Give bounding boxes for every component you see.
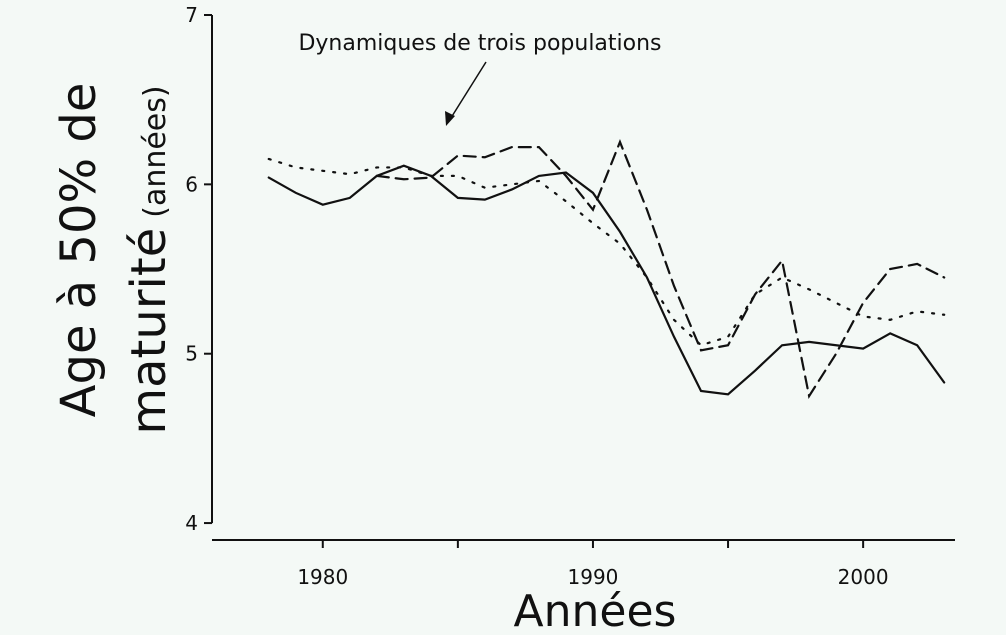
x-tick-label: 1980 <box>297 565 348 589</box>
y-tick-label: 7 <box>185 3 198 27</box>
y-tick-label: 4 <box>185 511 198 535</box>
x-axis-label: Années <box>514 586 677 635</box>
x-tick-label: 2000 <box>838 565 889 589</box>
chart: Dynamiques de trois populations Années A… <box>0 0 1006 635</box>
y-axis-label-part: maturité <box>121 228 177 435</box>
x-tick-label: 1990 <box>568 565 619 589</box>
y-axis-label-unit: (années) <box>138 85 173 217</box>
y-tick-label: 6 <box>185 172 198 196</box>
y-axis-label: Age à 50% de <box>51 83 107 418</box>
y-tick-label: 5 <box>185 342 198 366</box>
annotation: Dynamiques de trois populations <box>298 31 661 56</box>
